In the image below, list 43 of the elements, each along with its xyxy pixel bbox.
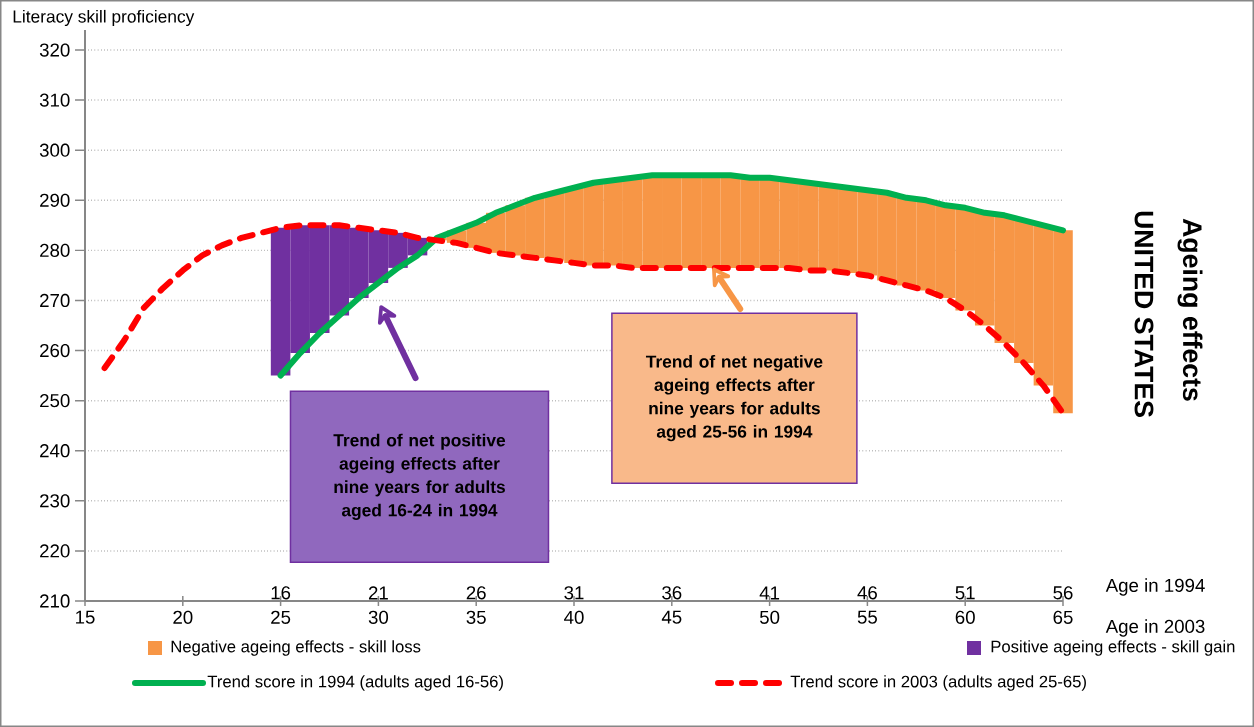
x2-axis-title: Age in 1994 xyxy=(1105,578,1205,596)
x-tick-label: 55 xyxy=(857,610,877,624)
x-tick-label: 30 xyxy=(368,610,389,624)
x-tick-label: 25 xyxy=(271,610,291,624)
y-tick-label: 300 xyxy=(39,143,70,157)
annotation: Trend of net positive ageing effects after nine years for adults aged 16-24 in 1994 xyxy=(333,433,506,520)
legend-label: Positive ageing effects - skill gain xyxy=(991,640,1235,656)
y-tick-label: 290 xyxy=(40,193,70,207)
y-tick-label: 320 xyxy=(39,43,70,57)
annotation: Trend of net negative ageing effects after nine years for adults aged 25-56 in 1994 xyxy=(645,355,823,442)
y-tick-label: 220 xyxy=(40,544,70,558)
x2-tick-label: 41 xyxy=(759,586,780,600)
x-tick-label: 45 xyxy=(661,610,682,624)
x-tick-label: 65 xyxy=(1053,610,1073,624)
y-tick-label: 230 xyxy=(40,494,70,508)
x-tick-label: 60 xyxy=(955,610,975,624)
x2-tick-label: 26 xyxy=(466,586,486,600)
x2-tick-label: 51 xyxy=(955,586,975,600)
text: UNITED STATES xyxy=(1134,211,1154,417)
x2-tick-label: 21 xyxy=(368,586,388,600)
text: Ageing effects xyxy=(1177,218,1203,401)
x-tick-label: 35 xyxy=(466,610,486,624)
y-tick-label: 250 xyxy=(40,394,70,408)
x2-tick-label: 46 xyxy=(857,586,877,600)
y-axis-title: Literacy skill proficiency xyxy=(13,9,195,27)
x-tick-label: 40 xyxy=(564,610,584,624)
x2-tick-label: 36 xyxy=(662,586,682,600)
y-tick-label: 310 xyxy=(39,93,70,107)
x-tick-label: 15 xyxy=(76,610,95,624)
x-tick-label: 20 xyxy=(173,610,193,624)
y-tick-label: 260 xyxy=(40,343,70,358)
y-tick-label: 280 xyxy=(40,243,70,257)
y-tick-label: 240 xyxy=(40,444,70,458)
y-tick-label: 210 xyxy=(40,594,70,608)
x2-tick-label: 31 xyxy=(564,586,584,600)
x2-tick-label: 16 xyxy=(271,586,291,600)
legend-label: Trend score in 2003 (adults aged 25-65) xyxy=(790,675,1086,691)
x2-tick-label: 56 xyxy=(1053,586,1073,600)
x-tick-label: 50 xyxy=(759,610,780,624)
y-tick-label: 270 xyxy=(40,293,70,308)
legend-label: Negative ageing effects - skill loss xyxy=(171,640,421,656)
legend-label: Trend score in 1994 (adults aged 16-56) xyxy=(207,675,503,691)
x-axis-title: Age in 2003 xyxy=(1105,619,1205,637)
